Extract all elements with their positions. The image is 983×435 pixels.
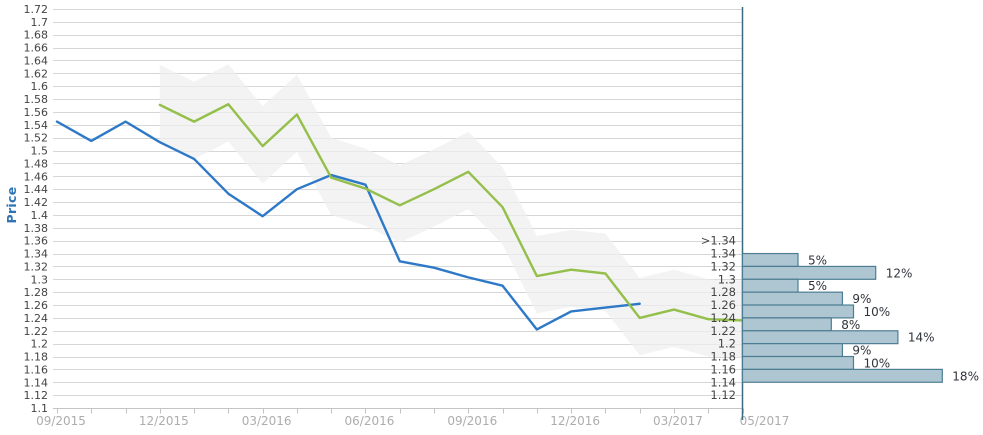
- forecast-line: [158, 103, 744, 322]
- x-axis-text: 12/2015: [139, 414, 189, 428]
- histogram-bar: [741, 291, 844, 306]
- y-axis-labels-text: 1.18: [24, 351, 49, 364]
- histogram-text: 1.18: [710, 350, 736, 364]
- y-axis-labels-text: 1.1: [31, 402, 49, 415]
- histogram-bar: [741, 343, 844, 358]
- y-axis-labels-text: 1.12: [24, 389, 49, 402]
- histogram-text: 1.26: [710, 298, 736, 312]
- histogram-text: 10%: [864, 356, 891, 370]
- x-axis-text: 06/2016: [345, 414, 395, 428]
- y-axis-labels-text: 1.3: [31, 273, 49, 286]
- x-axis: 09/2015 12/2015 03/2016 06/2016 09/2016 12/20…: [36, 408, 790, 428]
- y-axis-labels-text: 1.64: [24, 54, 49, 67]
- y-axis-labels-text: 1.46: [24, 170, 49, 183]
- histogram-text: >1.34: [701, 234, 736, 248]
- histogram-text: 18%: [952, 369, 979, 383]
- y-axis-labels-text: 1.66: [24, 42, 49, 55]
- y-axis-labels-text: 1.72: [24, 3, 49, 16]
- histogram-text: 1.14: [710, 375, 736, 389]
- y-axis-labels-text: 1.26: [24, 299, 49, 312]
- y-axis-labels-text: 1.56: [24, 106, 49, 119]
- histogram-text: 1.28: [710, 285, 736, 299]
- histogram-bar: [741, 355, 855, 370]
- histogram-text: 1.2: [718, 337, 736, 351]
- x-axis-text: 09/2015: [36, 414, 86, 428]
- histogram-bar: [741, 330, 899, 345]
- histogram-bar: [741, 278, 799, 293]
- y-axis-labels-text: 1.62: [24, 67, 49, 80]
- histogram-text: 5%: [808, 253, 827, 267]
- x-axis-text: 03/2017: [653, 414, 703, 428]
- y-axis-labels-text: 1.68: [24, 29, 49, 42]
- histogram-text: 12%: [886, 266, 913, 280]
- x-axis-text: 03/2016: [242, 414, 292, 428]
- y-axis-labels-text: 1.34: [24, 248, 49, 261]
- histogram-text: 1.34: [710, 247, 736, 261]
- y-axis-labels-text: 1.2: [31, 338, 49, 351]
- y-axis-labels-text: 1.22: [24, 325, 49, 338]
- histogram-text: 1.32: [710, 259, 736, 273]
- x-axis-text: 09/2016: [447, 414, 497, 428]
- forecast-band-area: [159, 64, 743, 358]
- histogram-text: 14%: [908, 331, 935, 345]
- series-lines: [55, 103, 744, 331]
- x-axis-text: 12/2016: [550, 414, 600, 428]
- y-axis-labels: 1.721.71.681.661.641.621.61.581.561.541.…: [24, 3, 49, 415]
- y-axis-labels-text: 1.6: [31, 80, 49, 93]
- y-axis-labels-text: 1.28: [24, 286, 49, 299]
- histogram-bar: [741, 265, 877, 280]
- y-axis-labels-text: 1.36: [24, 235, 49, 248]
- histogram-text: 1.3: [718, 272, 736, 286]
- histogram-text: 1.12: [710, 388, 736, 402]
- histogram: >1.341.341.321.31.281.261.241.221.21.181…: [701, 7, 979, 420]
- confidence-band: [159, 64, 743, 358]
- histogram-bar: [741, 368, 943, 383]
- histogram-text: 1.22: [710, 324, 736, 338]
- y-axis-labels-text: 1.24: [24, 312, 49, 325]
- y-axis-labels-text: 1.48: [24, 157, 49, 170]
- histogram-text: 8%: [841, 318, 860, 332]
- y-axis-labels-text: 1.7: [31, 16, 49, 29]
- histogram-bar: [741, 304, 855, 319]
- y-axis-labels-text: 1.44: [24, 183, 49, 196]
- y-axis-labels-text: 1.14: [24, 376, 49, 389]
- y-axis-labels-text: 1.4: [31, 209, 49, 222]
- histogram-bar: [741, 317, 832, 332]
- histogram-text: 1.16: [710, 362, 736, 376]
- y-axis-labels-text: 1.32: [24, 260, 49, 273]
- histogram-text: 9%: [852, 292, 871, 306]
- y-axis-labels-text: 1.38: [24, 222, 49, 235]
- y-axis-labels-text: 1.42: [24, 196, 49, 209]
- histogram-text: 1.24: [710, 311, 736, 325]
- histogram-text: 10%: [864, 305, 891, 319]
- y-axis-labels-text: 1.54: [24, 119, 49, 132]
- historical-price-line: [55, 120, 641, 331]
- y-axis-labels-text: 1.5: [31, 145, 49, 158]
- histogram-text: 5%: [808, 279, 827, 293]
- x-axis-text: 05/2017: [740, 414, 790, 428]
- y-axis-labels-text: 1.52: [24, 132, 49, 145]
- y-axis-labels-text: 1.16: [24, 363, 49, 376]
- histogram-text: 9%: [852, 344, 871, 358]
- histogram-bar: [741, 252, 799, 268]
- y-axis-labels-text: 1.58: [24, 93, 49, 106]
